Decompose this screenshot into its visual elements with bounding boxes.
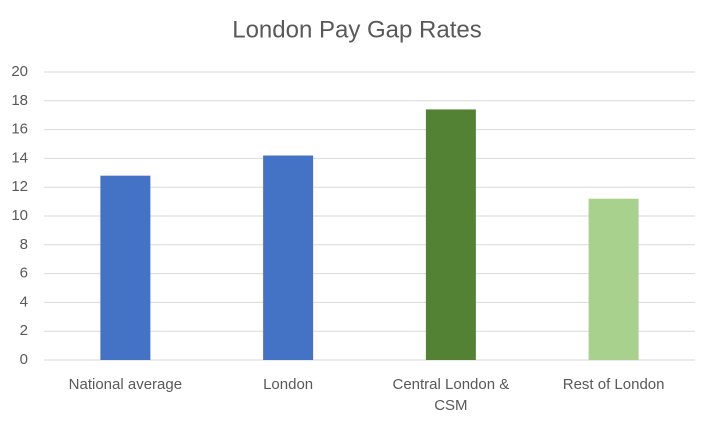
bar xyxy=(263,155,314,360)
bar xyxy=(588,198,639,360)
y-tick-label: 4 xyxy=(20,293,28,310)
y-tick-label: 10 xyxy=(11,207,28,224)
y-tick-label: 6 xyxy=(20,265,28,282)
y-tick-label: 12 xyxy=(11,178,28,195)
y-tick-label: 0 xyxy=(20,351,28,368)
y-tick-label: 14 xyxy=(11,149,28,166)
y-tick-label: 18 xyxy=(11,92,28,109)
x-tick-label: London xyxy=(263,376,314,393)
chart-title: London Pay Gap Rates xyxy=(232,16,482,43)
y-tick-label: 16 xyxy=(11,121,28,138)
y-tick-label: 20 xyxy=(11,63,28,80)
x-tick-label: Central London & CSM xyxy=(392,376,510,414)
y-tick-label: 2 xyxy=(20,322,28,339)
y-tick-label: 8 xyxy=(20,236,28,253)
x-tick-label: Rest of London xyxy=(562,376,665,393)
bar xyxy=(425,109,476,360)
x-tick-label: National average xyxy=(68,376,183,393)
bar xyxy=(100,175,151,360)
